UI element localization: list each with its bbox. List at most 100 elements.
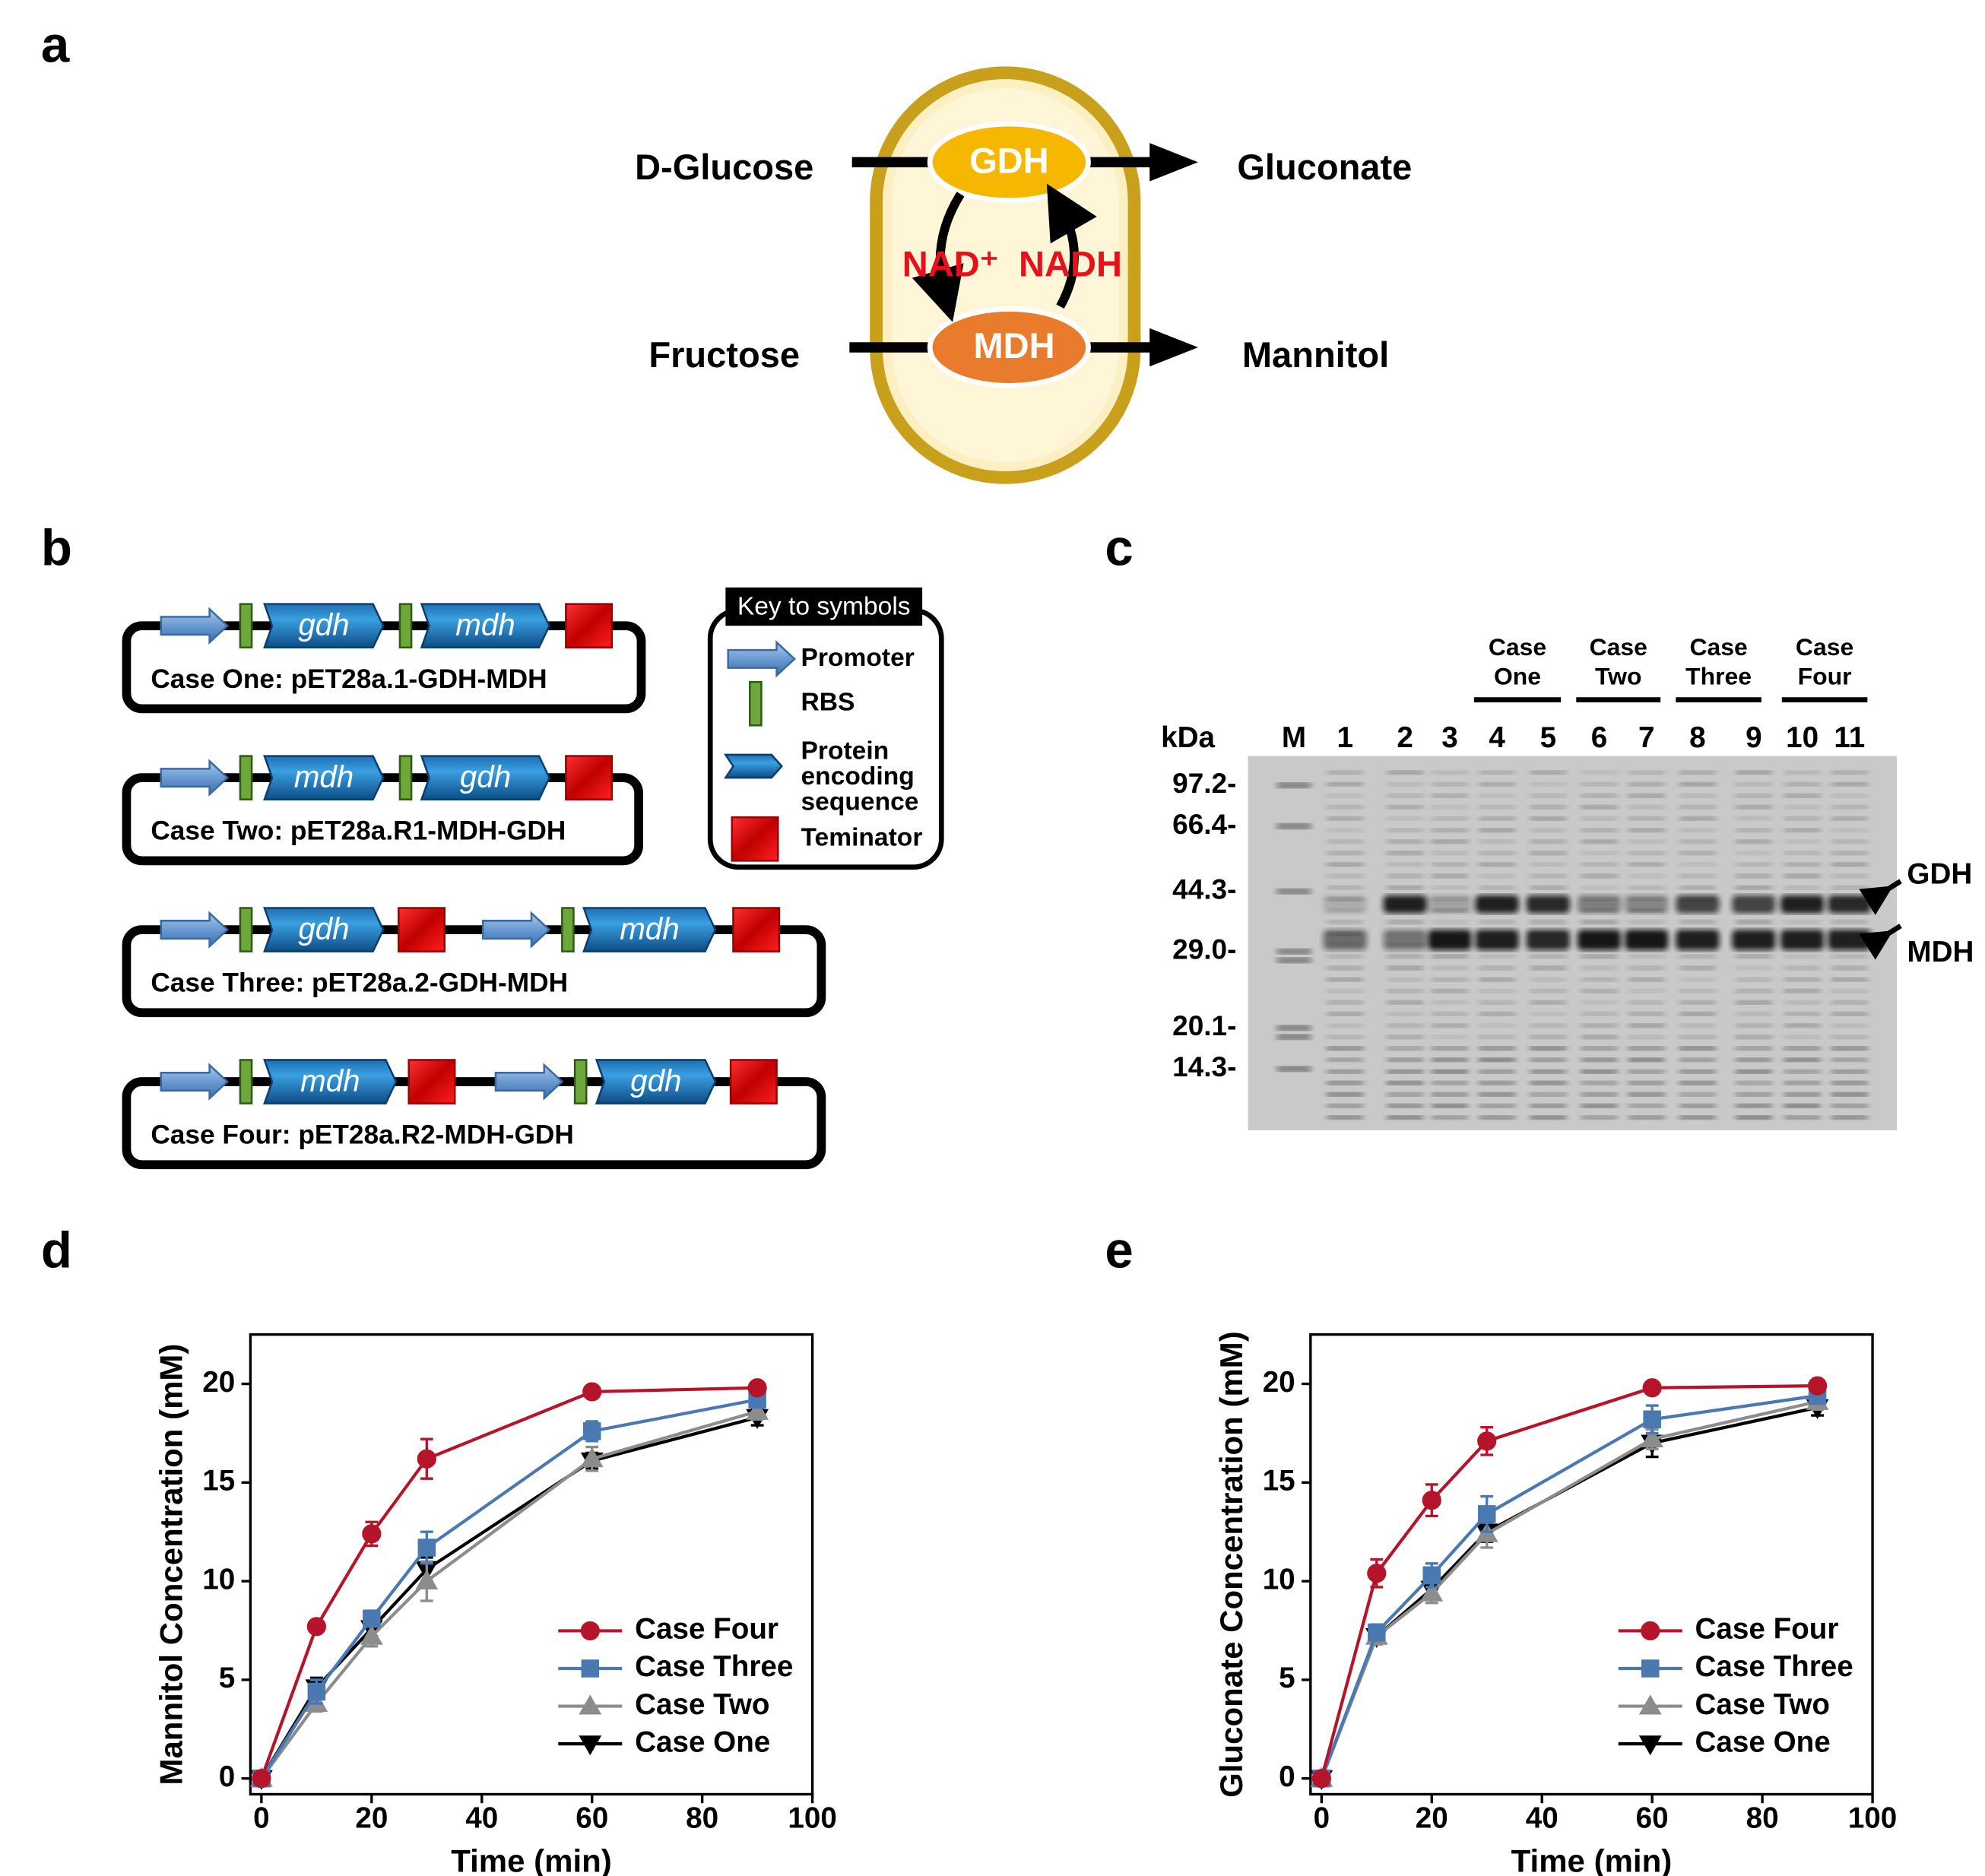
gel-band xyxy=(1678,978,1717,982)
gel-band xyxy=(1477,805,1517,810)
gel-band xyxy=(1276,1025,1312,1031)
gel-band xyxy=(1430,886,1470,890)
gel-band xyxy=(1325,828,1365,832)
gene-label: gdh xyxy=(630,1063,681,1098)
gel-band xyxy=(1385,1115,1425,1120)
rbs xyxy=(561,907,575,952)
gel-band xyxy=(1734,989,1774,993)
gel-band xyxy=(1430,1104,1470,1108)
gel-band xyxy=(1430,954,1470,959)
group-label: Case xyxy=(1689,633,1747,661)
gel-band xyxy=(1477,839,1517,844)
gel-band xyxy=(1477,828,1517,832)
gel-band xyxy=(1477,1104,1517,1108)
group-label: Two xyxy=(1595,663,1641,690)
gel-band xyxy=(1783,1070,1822,1074)
gel-band xyxy=(1529,851,1568,855)
series-line xyxy=(1320,1394,1818,1779)
gel-band xyxy=(1276,958,1312,963)
legend-label: Case One xyxy=(1695,1725,1831,1758)
gel-band xyxy=(1678,794,1717,798)
marker xyxy=(1477,1505,1496,1523)
gel-band xyxy=(1783,1000,1822,1005)
lane-label: 7 xyxy=(1638,721,1654,754)
gel-band xyxy=(1477,978,1517,982)
gel-band xyxy=(1783,1115,1822,1120)
x-tick-label: 40 xyxy=(1526,1802,1559,1834)
gel-band xyxy=(1678,1000,1717,1005)
gel-band xyxy=(1529,805,1568,810)
gel-band xyxy=(1580,978,1619,982)
gel-band xyxy=(1580,794,1619,798)
x-tick-label: 0 xyxy=(1314,1802,1330,1834)
gel-band xyxy=(1734,1012,1774,1016)
gel-band xyxy=(1830,873,1869,879)
gel-band xyxy=(1678,851,1717,855)
x-tick-label: 20 xyxy=(355,1802,388,1834)
product: Mannitol xyxy=(1242,334,1389,375)
gel-band xyxy=(1627,816,1666,821)
gel-band xyxy=(1627,965,1666,971)
gel-band xyxy=(1529,873,1568,879)
rbs xyxy=(573,1059,588,1104)
cds xyxy=(595,1059,717,1104)
gel-band xyxy=(1430,978,1470,982)
gel-band xyxy=(1734,770,1774,775)
gel-band xyxy=(1477,1070,1517,1074)
gel-band xyxy=(1580,1046,1619,1050)
gel-band xyxy=(1783,965,1822,971)
gel-band xyxy=(1430,782,1470,787)
gel-band xyxy=(1477,816,1517,821)
gel-band xyxy=(1783,1035,1822,1039)
gel-band xyxy=(1830,1046,1869,1050)
gel-band xyxy=(1678,816,1717,821)
gel-band xyxy=(1577,930,1622,950)
gel-band xyxy=(1529,1035,1568,1039)
group-label: Three xyxy=(1685,663,1752,690)
gel-band xyxy=(1580,1092,1619,1097)
gel-band xyxy=(1526,895,1570,914)
gel-band xyxy=(1430,862,1470,867)
gel-band xyxy=(1430,1057,1470,1062)
marker xyxy=(579,1735,602,1756)
gel-band xyxy=(1783,886,1822,890)
gel-band xyxy=(1430,805,1470,810)
construct-label: Case Four: pET28a.R2-MDH-GDH xyxy=(151,1120,573,1150)
gel-band xyxy=(1385,851,1425,855)
gel-band xyxy=(1627,954,1666,959)
x-tick-label: 40 xyxy=(465,1802,498,1834)
gel-band xyxy=(1325,1092,1365,1097)
gel-band xyxy=(1830,851,1869,855)
gel-band xyxy=(1477,1081,1517,1085)
gel-band xyxy=(1830,1115,1869,1120)
gel-band xyxy=(1580,965,1619,971)
gel-band xyxy=(1385,1070,1425,1074)
gel-band xyxy=(1627,839,1666,844)
y-axis-title: Gluconate Concentration (mM) xyxy=(1213,1331,1249,1798)
cds xyxy=(263,1059,398,1104)
gel-band xyxy=(1477,782,1517,787)
marker xyxy=(746,1399,769,1420)
gel-band xyxy=(1627,1000,1666,1005)
cds xyxy=(420,603,550,649)
gel-band xyxy=(1783,828,1822,832)
construct-label: Case Two: pET28a.R1-MDH-GDH xyxy=(151,816,566,846)
series-line xyxy=(1320,1405,1819,1779)
lane-label: 11 xyxy=(1834,721,1865,754)
gel-band xyxy=(1385,816,1425,821)
gene-label: gdh xyxy=(298,911,349,946)
gel-band xyxy=(1385,839,1425,844)
plasmid-backbone xyxy=(122,925,826,1018)
construct-label: Case One: pET28a.1-GDH-MDH xyxy=(151,664,547,694)
gel-band xyxy=(1734,1092,1774,1097)
rbs xyxy=(398,755,413,800)
gel-band xyxy=(1580,920,1619,924)
marker xyxy=(1638,1694,1662,1715)
cofactor: NADH xyxy=(1019,244,1122,284)
gel-band xyxy=(1529,954,1568,959)
key-label: Protein xyxy=(801,737,889,765)
gel-band xyxy=(1529,1092,1568,1097)
x-tick-label: 100 xyxy=(788,1802,836,1834)
arrowhead xyxy=(1149,328,1198,367)
gel-band xyxy=(1783,920,1822,924)
